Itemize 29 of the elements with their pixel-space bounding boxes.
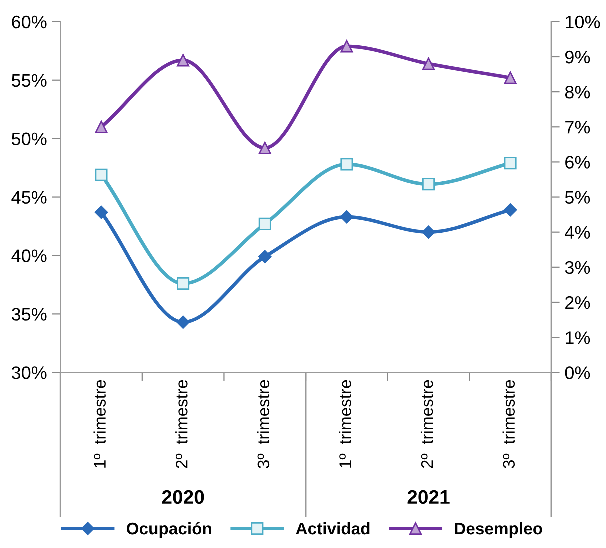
x-tick-label: 2º trimestre — [420, 380, 434, 468]
y2-tick-label: 0% — [565, 366, 590, 380]
y-tick-label: 60% — [12, 16, 47, 29]
legend-label: Actividad — [296, 522, 370, 535]
y2-tick-label: 2% — [566, 296, 590, 310]
y2-tick-label: 3% — [565, 261, 590, 274]
y2-tick-label: 9% — [566, 50, 590, 64]
x-tick-label: 1º trimestre — [339, 380, 352, 468]
y-tick-label: 50% — [12, 132, 47, 146]
y2-tick-label: 6% — [566, 156, 590, 169]
y-tick-label: 30% — [12, 366, 47, 380]
y-tick-label: 40% — [12, 250, 47, 262]
legend-label: Ocupación — [126, 522, 212, 538]
y-tick-label: 45% — [12, 191, 47, 204]
y-tick-label: 35% — [12, 308, 47, 321]
x-tick-label: 2º trimestre — [176, 380, 188, 468]
text: 2020 — [162, 490, 204, 504]
y2-tick-label: 1% — [566, 332, 590, 344]
x-tick-label: 3º trimestre — [502, 380, 516, 468]
y2-tick-label: 8% — [565, 86, 590, 99]
text: 2021 — [408, 490, 450, 504]
y2-tick-label: 5% — [565, 191, 590, 204]
x-tick-label: 3º trimestre — [257, 380, 270, 468]
y2-tick-label: 4% — [565, 226, 590, 239]
y2-tick-label: 10% — [566, 16, 600, 29]
legend-label: Desempleo — [455, 522, 542, 538]
x-tick-label: 1º trimestre — [94, 380, 106, 468]
y2-tick-label: 7% — [566, 121, 590, 134]
y-tick-label: 55% — [12, 74, 47, 88]
